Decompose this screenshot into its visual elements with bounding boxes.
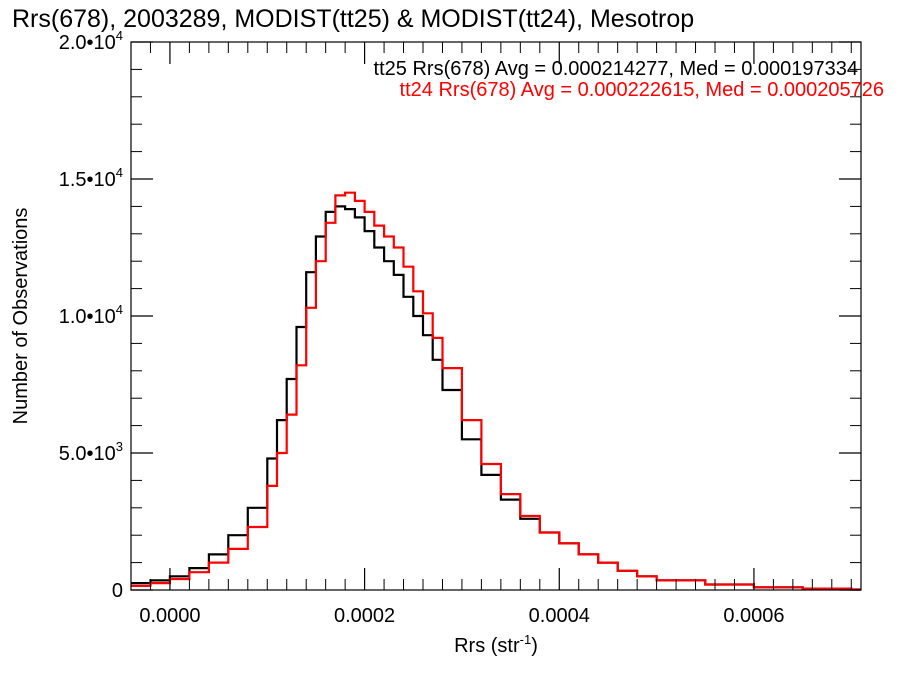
annotation-tt24: tt24 Rrs(678) Avg = 0.000222615, Med = 0…: [400, 79, 884, 101]
axis-ticks: [130, 41, 861, 591]
x-axis-label: Rrs (str-1): [454, 632, 538, 657]
x-tick-label: 0.0006: [723, 605, 784, 627]
y-tick-label: 1.5•104: [59, 165, 123, 191]
chart-title: Rrs(678), 2003289, MODIST(tt25) & MODIST…: [12, 5, 694, 33]
annotation-tt25: tt25 Rrs(678) Avg = 0.000214277, Med = 0…: [374, 58, 858, 80]
series-line-1: [131, 191, 861, 591]
plot-frame: [130, 41, 862, 591]
x-axis-label-sup: -1: [520, 632, 532, 647]
y-tick-label: 1.0•104: [59, 302, 123, 328]
series-group: [131, 191, 861, 591]
x-tick-label: 0.0004: [529, 605, 590, 627]
x-axis-label-main: Rrs (str: [454, 635, 520, 657]
y-tick-label: 0: [112, 580, 123, 602]
series-line-0: [131, 205, 861, 591]
x-tick-label: 0.0000: [139, 605, 200, 627]
y-axis-label: Number of Observations: [10, 208, 32, 425]
y-tick-labels: 0 5.0•103 1.0•104 1.5•104 2.0•104: [59, 28, 123, 602]
y-tick-label: 2.0•104: [59, 28, 123, 54]
x-tick-labels: 0.0000 0.0002 0.0004 0.0006: [139, 605, 784, 627]
x-axis-label-close: ): [531, 635, 538, 657]
x-tick-label: 0.0002: [334, 605, 395, 627]
y-tick-label: 5.0•103: [59, 439, 123, 465]
